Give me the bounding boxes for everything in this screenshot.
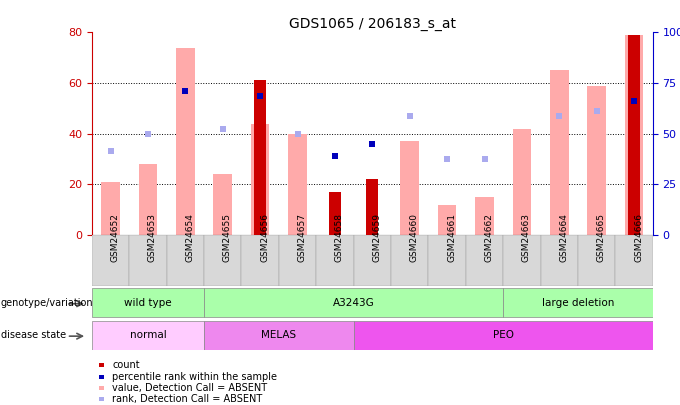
Text: GSM24658: GSM24658 (335, 213, 344, 262)
Bar (139, 164, 157, 235)
Text: rank, Detection Call = ABSENT: rank, Detection Call = ABSENT (112, 394, 262, 404)
Bar (367, 179, 378, 235)
Text: value, Detection Call = ABSENT: value, Detection Call = ABSENT (112, 383, 267, 393)
Bar (588, 85, 606, 235)
Bar (503, 235, 541, 286)
Text: GSM24660: GSM24660 (409, 213, 419, 262)
Bar (391, 235, 428, 286)
Bar (475, 197, 494, 235)
Text: PEO: PEO (493, 330, 513, 340)
Bar (466, 235, 503, 286)
Bar (513, 129, 531, 235)
Text: GSM24666: GSM24666 (634, 213, 643, 262)
Bar (241, 235, 279, 286)
Text: normal: normal (129, 330, 167, 340)
Text: genotype/variation: genotype/variation (1, 298, 93, 308)
Text: large deletion: large deletion (542, 298, 614, 308)
Bar (254, 81, 266, 235)
Text: GSM24654: GSM24654 (185, 213, 194, 262)
Bar (204, 235, 241, 286)
Text: GSM24656: GSM24656 (260, 213, 269, 262)
Bar (578, 235, 615, 286)
Text: GSM24659: GSM24659 (373, 213, 381, 262)
Bar (354, 235, 391, 286)
Bar (204, 288, 503, 318)
Text: GSM24653: GSM24653 (148, 213, 157, 262)
Text: GSM24664: GSM24664 (559, 213, 568, 262)
Text: GSM24662: GSM24662 (484, 213, 494, 262)
Bar (92, 321, 204, 350)
Text: wild type: wild type (124, 298, 172, 308)
Bar (354, 321, 653, 350)
Bar (288, 134, 307, 235)
Bar (550, 70, 568, 235)
Title: GDS1065 / 206183_s_at: GDS1065 / 206183_s_at (289, 17, 456, 31)
Bar (628, 35, 640, 235)
Bar (279, 235, 316, 286)
Bar (92, 288, 204, 318)
Bar (428, 235, 466, 286)
Bar (541, 235, 578, 286)
Bar (101, 182, 120, 235)
Bar (92, 235, 129, 286)
Text: GSM24652: GSM24652 (110, 213, 120, 262)
Text: GSM24665: GSM24665 (597, 213, 606, 262)
Text: count: count (112, 360, 140, 370)
Bar (438, 205, 456, 235)
Bar (176, 47, 194, 235)
Bar (329, 192, 341, 235)
Text: GSM24655: GSM24655 (222, 213, 232, 262)
Bar (204, 321, 354, 350)
Text: MELAS: MELAS (261, 330, 296, 340)
Text: A3243G: A3243G (333, 298, 375, 308)
Bar (615, 235, 653, 286)
Bar (401, 141, 419, 235)
Text: GSM24657: GSM24657 (298, 213, 307, 262)
Text: GSM24661: GSM24661 (447, 213, 456, 262)
Text: GSM24663: GSM24663 (522, 213, 531, 262)
Bar (625, 35, 643, 235)
Text: disease state: disease state (1, 330, 66, 340)
Bar (251, 124, 269, 235)
Bar (316, 235, 354, 286)
Bar (214, 174, 232, 235)
Bar (167, 235, 204, 286)
Text: percentile rank within the sample: percentile rank within the sample (112, 372, 277, 382)
Bar (129, 235, 167, 286)
Bar (503, 288, 653, 318)
